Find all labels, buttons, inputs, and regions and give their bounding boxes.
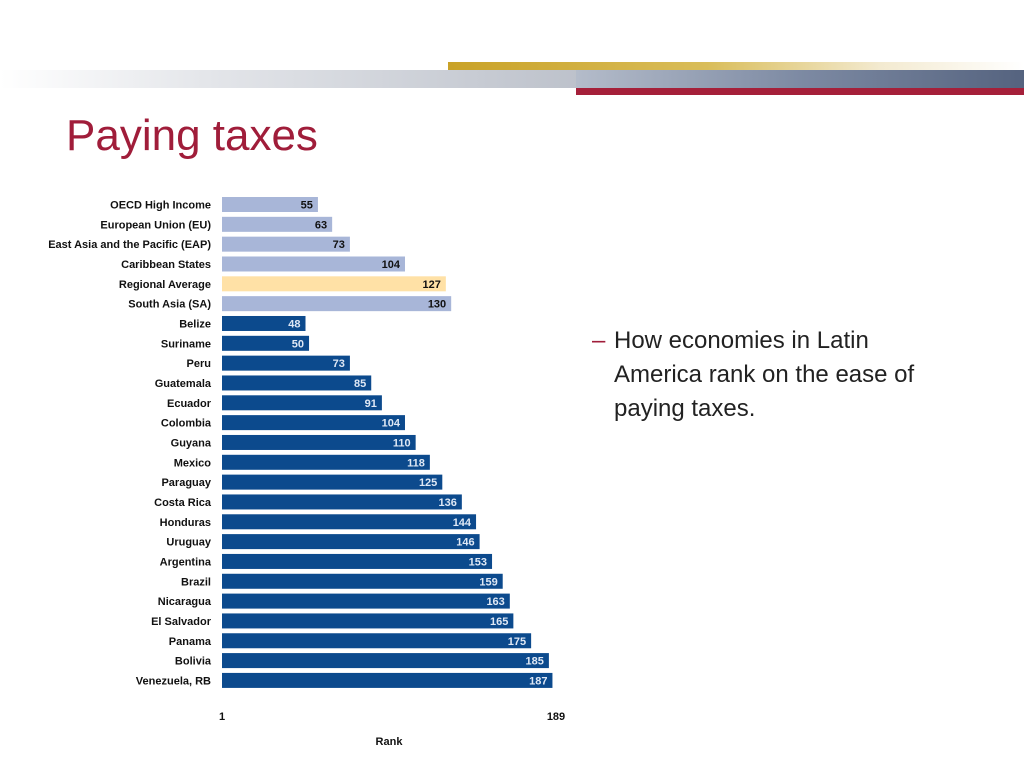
category-label-regional-average: Regional Average xyxy=(119,279,211,291)
bar-guatemala xyxy=(222,375,372,391)
category-label-ecuador: Ecuador xyxy=(167,398,212,410)
bar-nicaragua xyxy=(222,593,510,609)
category-label-guyana: Guyana xyxy=(171,437,212,449)
bullet-text: How economies in Latin America rank on t… xyxy=(614,327,915,422)
value-label-brazil: 159 xyxy=(479,576,497,588)
value-label-uruguay: 146 xyxy=(456,537,474,549)
value-label-panama: 175 xyxy=(508,636,526,648)
value-label-belize: 48 xyxy=(288,318,300,330)
value-label-oecd-high-income: 55 xyxy=(301,200,313,212)
category-label-bolivia: Bolivia xyxy=(175,656,212,668)
value-label-peru: 73 xyxy=(333,358,345,370)
value-label-guyana: 110 xyxy=(393,437,411,449)
bar-guyana xyxy=(222,434,416,450)
value-label-paraguay: 125 xyxy=(419,477,437,489)
x-axis-label: Rank xyxy=(376,736,404,748)
category-label-uruguay: Uruguay xyxy=(166,537,212,549)
bar-uruguay xyxy=(222,534,480,550)
category-label-caribbean-states: Caribbean States xyxy=(121,259,211,271)
value-label-el-salvador: 165 xyxy=(490,616,508,628)
category-label-panama: Panama xyxy=(169,636,212,648)
x-tick-label-min: 1 xyxy=(219,711,225,723)
bar-paraguay xyxy=(222,474,443,490)
value-label-guatemala: 85 xyxy=(354,378,366,390)
bar-european-union-eu xyxy=(222,216,333,232)
header-red-band xyxy=(576,88,1024,95)
value-label-regional-average: 127 xyxy=(422,279,440,291)
category-label-paraguay: Paraguay xyxy=(161,477,211,489)
value-label-costa-rica: 136 xyxy=(438,497,456,509)
category-label-nicaragua: Nicaragua xyxy=(158,596,212,608)
value-label-european-union-eu: 63 xyxy=(315,219,327,231)
bar-suriname xyxy=(222,335,310,351)
bullet-point: – How economies in Latin America rank on… xyxy=(592,324,952,426)
category-label-suriname: Suriname xyxy=(161,338,211,350)
x-tick-label-max: 189 xyxy=(547,711,565,723)
category-label-costa-rica: Costa Rica xyxy=(154,497,212,509)
bar-panama xyxy=(222,633,532,649)
value-label-caribbean-states: 104 xyxy=(382,259,401,271)
bar-ecuador xyxy=(222,395,382,411)
bar-el-salvador xyxy=(222,613,514,629)
category-label-south-asia-sa: South Asia (SA) xyxy=(128,299,211,311)
value-label-ecuador: 91 xyxy=(365,398,377,410)
value-label-venezuela-rb: 187 xyxy=(529,675,547,687)
value-label-colombia: 104 xyxy=(382,418,401,430)
category-label-honduras: Honduras xyxy=(160,517,211,529)
bar-venezuela-rb xyxy=(222,672,553,688)
bar-east-asia-and-the-pacific-eap xyxy=(222,236,350,252)
bar-argentina xyxy=(222,553,493,569)
value-label-honduras: 144 xyxy=(453,517,472,529)
bar-honduras xyxy=(222,514,477,530)
bar-regional-average xyxy=(222,276,446,292)
value-label-bolivia: 185 xyxy=(526,656,544,668)
slide-title: Paying taxes xyxy=(66,111,318,160)
bar-south-asia-sa xyxy=(222,296,452,312)
category-label-east-asia-and-the-pacific-eap: East Asia and the Pacific (EAP) xyxy=(48,239,211,251)
bar-brazil xyxy=(222,573,503,589)
value-label-mexico: 118 xyxy=(407,457,425,469)
bullet-dash: – xyxy=(592,327,606,354)
bar-mexico xyxy=(222,454,430,470)
category-label-venezuela-rb: Venezuela, RB xyxy=(136,675,211,687)
bar-oecd-high-income xyxy=(222,197,318,212)
bar-colombia xyxy=(222,415,405,431)
category-label-oecd-high-income: OECD High Income xyxy=(110,200,211,212)
bar-costa-rica xyxy=(222,494,462,510)
bar-belize xyxy=(222,315,306,331)
header-gold-band xyxy=(448,62,1024,70)
category-label-brazil: Brazil xyxy=(181,576,211,588)
value-label-east-asia-and-the-pacific-eap: 73 xyxy=(333,239,345,251)
header-navy-band xyxy=(576,70,1024,88)
category-label-guatemala: Guatemala xyxy=(155,378,212,390)
value-label-south-asia-sa: 130 xyxy=(428,299,446,311)
category-label-el-salvador: El Salvador xyxy=(151,616,212,628)
value-label-argentina: 153 xyxy=(469,556,487,568)
category-label-european-union-eu: European Union (EU) xyxy=(100,219,211,231)
category-label-colombia: Colombia xyxy=(161,418,212,430)
bar-peru xyxy=(222,355,350,371)
bar-bolivia xyxy=(222,653,549,669)
value-label-nicaragua: 163 xyxy=(486,596,504,608)
value-label-suriname: 50 xyxy=(292,338,304,350)
category-label-belize: Belize xyxy=(179,318,211,330)
category-label-argentina: Argentina xyxy=(160,556,212,568)
category-label-mexico: Mexico xyxy=(174,457,212,469)
bar-caribbean-states xyxy=(222,256,405,272)
category-label-peru: Peru xyxy=(187,358,211,370)
